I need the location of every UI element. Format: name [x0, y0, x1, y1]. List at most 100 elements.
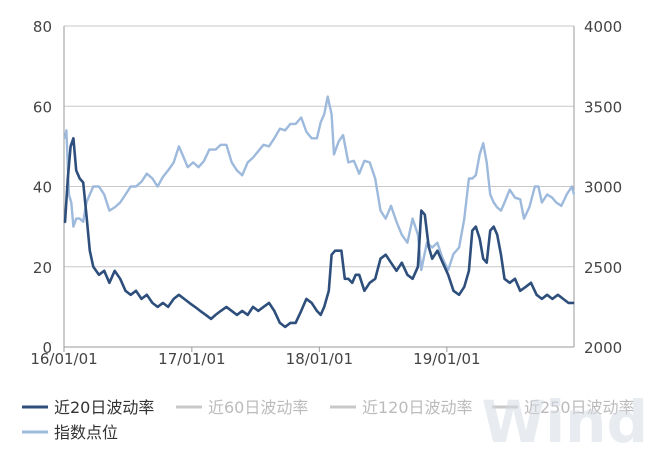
data-point — [351, 282, 353, 284]
data-point — [119, 201, 121, 204]
y-right-tick-label: 2000 — [584, 339, 622, 357]
data-point — [436, 242, 438, 244]
data-point — [92, 266, 94, 268]
data-point — [573, 193, 575, 196]
data-point — [289, 322, 291, 324]
data-point — [72, 137, 74, 139]
data-point — [262, 306, 265, 308]
data-point — [157, 185, 159, 188]
data-point — [541, 201, 543, 204]
y-left-tick-label: 0 — [42, 339, 52, 357]
data-point — [475, 226, 477, 228]
data-point — [295, 322, 297, 324]
data-point — [273, 137, 275, 139]
legend-label: 近250日波动率 — [524, 398, 635, 417]
data-point — [208, 149, 210, 151]
data-point — [178, 294, 180, 296]
data-point — [162, 176, 164, 178]
data-point — [385, 218, 387, 220]
y-left-tick-label: 60 — [33, 98, 52, 116]
data-point — [458, 246, 460, 249]
data-point — [98, 185, 100, 188]
data-point — [188, 302, 190, 304]
data-point — [279, 128, 281, 130]
data-point — [75, 218, 77, 220]
data-point — [103, 193, 105, 196]
data-point — [546, 193, 548, 196]
data-point — [385, 254, 387, 256]
data-point — [231, 161, 233, 163]
data-point — [452, 253, 455, 255]
data-point — [327, 96, 329, 98]
data-point — [333, 153, 335, 155]
data-point — [295, 123, 297, 125]
data-point — [192, 161, 194, 163]
data-point — [203, 160, 205, 162]
data-point — [135, 185, 137, 188]
data-point — [486, 161, 488, 163]
data-point — [475, 174, 477, 176]
data-point — [468, 177, 470, 180]
data-point — [536, 294, 538, 296]
data-point — [70, 145, 72, 147]
data-point — [68, 193, 70, 196]
data-point — [268, 145, 270, 147]
data-point — [225, 306, 227, 308]
data-point — [183, 298, 185, 300]
data-point — [496, 206, 498, 208]
data-point — [247, 314, 249, 316]
data-point — [82, 181, 84, 184]
data-point — [374, 278, 376, 280]
data-point — [390, 205, 392, 207]
data-point — [197, 166, 200, 168]
data-point — [157, 306, 159, 308]
legend-label: 近60日波动率 — [208, 398, 308, 417]
data-point — [241, 174, 243, 176]
data-point — [482, 258, 484, 260]
data-point — [300, 310, 302, 312]
data-point — [124, 290, 127, 292]
data-point — [390, 262, 392, 264]
data-point — [555, 201, 557, 204]
data-point — [167, 306, 169, 308]
data-point — [194, 306, 196, 308]
x-tick-label: 18/01/01 — [286, 350, 353, 368]
data-point — [334, 250, 336, 252]
data-point — [328, 290, 330, 292]
data-point — [323, 113, 325, 115]
data-point — [103, 270, 105, 272]
data-point — [344, 278, 346, 280]
data-point — [534, 185, 536, 188]
data-point — [401, 262, 403, 264]
data-point — [252, 157, 254, 159]
data-point — [573, 302, 575, 304]
y-right-tick-label: 3500 — [584, 98, 622, 116]
data-point — [140, 181, 143, 183]
data-point — [284, 326, 286, 328]
data-point — [500, 210, 502, 212]
data-point — [146, 173, 148, 175]
data-point — [452, 290, 455, 292]
data-point — [199, 310, 201, 312]
data-point — [338, 141, 340, 143]
data-point — [72, 226, 74, 228]
data-point — [178, 145, 180, 147]
data-point — [108, 210, 110, 212]
data-point — [528, 206, 530, 208]
data-point — [363, 160, 365, 162]
data-point — [130, 185, 132, 188]
data-point — [331, 113, 333, 115]
data-point — [257, 310, 259, 312]
data-point — [64, 222, 66, 224]
data-point — [562, 298, 564, 300]
y-left-tick-label: 80 — [33, 18, 52, 36]
data-point — [215, 314, 217, 316]
data-point — [567, 302, 570, 304]
data-point — [241, 310, 243, 312]
data-point — [205, 314, 207, 316]
data-point — [225, 144, 227, 146]
data-point — [92, 185, 94, 188]
data-point — [428, 246, 430, 248]
data-point — [493, 226, 495, 228]
